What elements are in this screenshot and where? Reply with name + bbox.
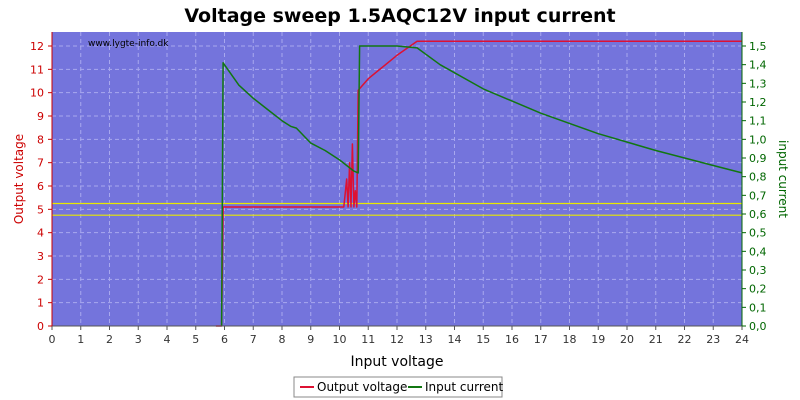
legend-box [293, 376, 503, 398]
chart-title: Voltage sweep 1.5AQC12V input current [184, 5, 615, 27]
watermark: www.lygte-info.dk [88, 39, 169, 49]
right-tick-label: 0,2 [749, 283, 767, 296]
left-tick-label: 8 [37, 133, 44, 146]
x-tick-label: 0 [49, 333, 56, 346]
legend-label-output-voltage: Output voltage [317, 380, 407, 394]
legend-label-input-current: Input current [425, 380, 503, 394]
right-tick-label: 0,0 [749, 320, 767, 333]
x-tick-label: 21 [649, 333, 663, 346]
right-tick-label: 1,3 [749, 77, 767, 90]
right-axis-label: input current [776, 140, 790, 218]
x-tick-label: 5 [192, 333, 199, 346]
x-tick-label: 6 [221, 333, 228, 346]
x-tick-label: 20 [620, 333, 634, 346]
right-tick-label: 0,7 [749, 189, 767, 202]
x-tick-label: 22 [678, 333, 692, 346]
left-tick-label: 10 [30, 87, 44, 100]
x-tick-label: 7 [250, 333, 257, 346]
x-tick-label: 18 [563, 333, 577, 346]
left-tick-label: 6 [37, 180, 44, 193]
x-tick-label: 8 [279, 333, 286, 346]
left-tick-label: 1 [37, 297, 44, 310]
right-tick-label: 0,4 [749, 245, 767, 258]
x-tick-label: 24 [735, 333, 749, 346]
series-layer [215, 40, 743, 327]
x-tick-label: 19 [591, 333, 605, 346]
left-tick-label: 4 [37, 227, 44, 240]
left-tick-label: 3 [37, 250, 44, 263]
right-tick-label: 0,1 [749, 301, 767, 314]
x-tick-label: 14 [448, 333, 462, 346]
x-tick-label: 15 [476, 333, 490, 346]
right-tick-label: 1,4 [749, 59, 767, 72]
x-tick-label: 4 [164, 333, 171, 346]
series-line-input-current [220, 45, 743, 327]
right-tick-label: 1,5 [749, 40, 767, 53]
reference-lines [52, 202, 742, 216]
x-tick-label: 12 [390, 333, 404, 346]
grid [52, 32, 742, 326]
left-tick-label: 11 [30, 63, 44, 76]
legend: Output voltage Input current [293, 376, 503, 398]
right-tick-label: 1,2 [749, 96, 767, 109]
right-tick-label: 0,6 [749, 208, 767, 221]
x-tick-label: 16 [505, 333, 519, 346]
left-tick-label: 7 [37, 157, 44, 170]
x-tick-label: 17 [534, 333, 548, 346]
right-axis-ticks: 0,0 0,1 0,2 0,3 0,4 0,5 0,6 0,7 0,8 0,9 1,0 1,1 1,2 1… [742, 40, 767, 333]
left-tick-label: 5 [37, 203, 44, 216]
x-tick-label: 13 [419, 333, 433, 346]
left-tick-label: 12 [30, 40, 44, 53]
left-tick-label: 2 [37, 273, 44, 286]
left-tick-label: 9 [37, 110, 44, 123]
x-tick-label: 3 [135, 333, 142, 346]
x-tick-label: 2 [106, 333, 113, 346]
right-tick-label: 1,1 [749, 115, 767, 128]
right-tick-label: 0,8 [749, 171, 767, 184]
x-axis-label: Input voltage [350, 354, 443, 370]
x-axis-ticks: 0 1 2 3 4 5 6 7 8 9 10 11 12 13 14 15 16 17 18 19 20 21 22 23 24 [49, 326, 749, 346]
right-tick-label: 1,0 [749, 133, 767, 146]
left-tick-label: 0 [37, 320, 44, 333]
right-tick-label: 0,3 [749, 264, 767, 277]
left-axis-label: Output voltage [12, 134, 26, 224]
series-line-output-voltage [215, 40, 742, 327]
x-tick-label: 11 [361, 333, 375, 346]
x-tick-label: 1 [77, 333, 84, 346]
x-tick-label: 9 [307, 333, 314, 346]
x-tick-label: 23 [706, 333, 720, 346]
x-tick-label: 10 [333, 333, 347, 346]
right-tick-label: 0,9 [749, 152, 767, 165]
right-tick-label: 0,5 [749, 227, 767, 240]
